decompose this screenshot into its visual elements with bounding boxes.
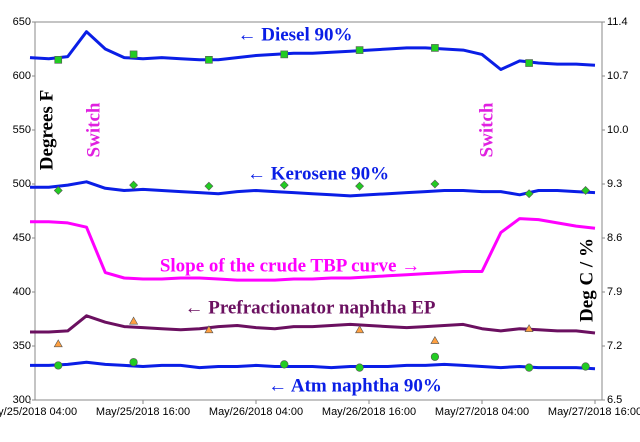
y2-tick-label: 11.4 bbox=[607, 16, 628, 28]
lab-point bbox=[53, 339, 63, 348]
lab-point bbox=[524, 189, 534, 199]
y2-tick-label: 9.3 bbox=[607, 178, 622, 190]
lab-point bbox=[581, 186, 591, 195]
annotation: ← Prefractionator naphtha EP bbox=[184, 297, 435, 318]
series-line bbox=[29, 30, 596, 71]
lab-point bbox=[279, 180, 289, 190]
annotation: Switch bbox=[83, 102, 104, 157]
lab-point bbox=[524, 363, 534, 372]
annotation: ← Diesel 90% bbox=[237, 24, 352, 45]
y2-tick-label: 8.6 bbox=[607, 232, 622, 244]
y-tick-label: 400 bbox=[13, 286, 31, 298]
y2-tick-label: 10.7 bbox=[607, 70, 628, 82]
x-tick-label: May/26/2018 16:00 bbox=[322, 406, 416, 418]
lab-point bbox=[355, 325, 365, 334]
y2-tick-label: 6.5 bbox=[607, 394, 622, 406]
x-tick-label: May/27/2018 04:00 bbox=[435, 406, 529, 418]
y-tick-label: 300 bbox=[13, 394, 31, 406]
y-axis-label: Degrees F bbox=[36, 90, 57, 170]
lab-point bbox=[54, 361, 63, 370]
lab-point bbox=[525, 59, 533, 67]
y-tick-label: 650 bbox=[13, 16, 31, 28]
lab-point bbox=[581, 362, 590, 371]
lab-point bbox=[205, 55, 213, 64]
lab-point bbox=[53, 186, 63, 195]
lab-point bbox=[280, 360, 289, 369]
lab-point bbox=[204, 181, 214, 191]
annotation: Slope of the crude TBP curve → bbox=[160, 255, 420, 276]
lab-point bbox=[129, 316, 139, 325]
series-line bbox=[30, 217, 596, 282]
y-tick-label: 600 bbox=[13, 70, 31, 82]
lab-point bbox=[355, 46, 364, 54]
lab-point bbox=[430, 352, 440, 361]
lab-point bbox=[524, 324, 534, 333]
y-tick-label: 500 bbox=[13, 178, 31, 190]
y-tick-label: 550 bbox=[13, 124, 31, 136]
lab-point bbox=[355, 181, 365, 191]
lab-point bbox=[431, 44, 439, 52]
plot-frame bbox=[34, 21, 603, 401]
annotation: ← Atm naphtha 90% bbox=[268, 375, 442, 396]
lab-point bbox=[129, 180, 139, 190]
lab-point bbox=[280, 50, 289, 59]
lab-point bbox=[54, 55, 63, 64]
x-tick-label: May/26/2018 04:00 bbox=[209, 406, 303, 418]
x-tick-label: May/25/2018 16:00 bbox=[96, 406, 190, 418]
x-tick-label: May/25/2018 04:00 bbox=[0, 406, 77, 418]
lab-point bbox=[129, 358, 138, 367]
annotation: Switch bbox=[476, 102, 497, 157]
y2-axis-label: Deg C / % bbox=[576, 238, 597, 322]
y-tick-label: 450 bbox=[13, 232, 31, 244]
series-line bbox=[30, 180, 596, 198]
series-line bbox=[30, 314, 596, 335]
lab-point bbox=[430, 335, 440, 344]
y2-tick-label: 10.0 bbox=[607, 124, 628, 136]
lab-point bbox=[355, 363, 364, 372]
y2-tick-label: 7.9 bbox=[607, 286, 622, 298]
y2-tick-label: 7.2 bbox=[607, 340, 622, 352]
annotation: ← Kerosene 90% bbox=[247, 163, 389, 184]
y-tick-label: 350 bbox=[13, 340, 31, 352]
lab-point bbox=[129, 50, 138, 59]
lab-point bbox=[430, 179, 440, 189]
lab-point bbox=[204, 325, 214, 334]
x-tick-label: May/27/2018 16:00 bbox=[548, 406, 640, 418]
series-line bbox=[30, 360, 596, 371]
